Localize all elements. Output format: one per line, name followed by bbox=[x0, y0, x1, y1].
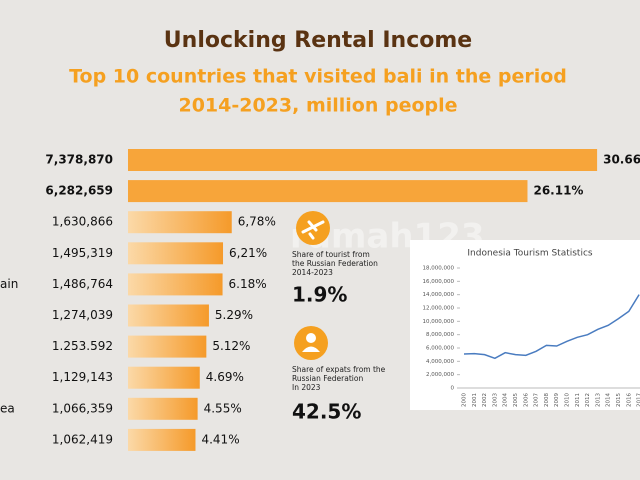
x-tick-label: 2005 bbox=[513, 393, 519, 407]
x-tick-label: 2011 bbox=[575, 393, 581, 407]
value-label: 6,21% bbox=[229, 246, 267, 260]
x-tick-label: 2016 bbox=[626, 393, 632, 407]
category-label: 1,066,359 bbox=[52, 401, 113, 415]
annotation-text: the Russian Federation bbox=[292, 259, 378, 268]
value-label: 4.69% bbox=[206, 370, 244, 384]
x-tick-label: 2001 bbox=[472, 393, 478, 407]
line-chart-panel bbox=[410, 240, 640, 410]
value-label: 5.29% bbox=[215, 308, 253, 322]
bar bbox=[128, 366, 200, 389]
title: Unlocking Rental Income bbox=[164, 28, 472, 53]
category-label: 1,274,039 bbox=[52, 308, 113, 322]
y-tick-label: 4,000,000 bbox=[426, 359, 454, 365]
annotation-value: 1.9% bbox=[292, 283, 347, 307]
bar bbox=[128, 149, 598, 171]
category-label: 7,378,870 bbox=[45, 153, 113, 167]
subtitle: Top 10 countries that visited bali in th… bbox=[69, 66, 567, 88]
y-tick-label: 10,000,000 bbox=[423, 319, 455, 325]
category-label: 1,630,866 bbox=[52, 215, 113, 229]
bar bbox=[128, 428, 196, 451]
category-label: 6,282,659 bbox=[45, 184, 113, 198]
bar bbox=[128, 335, 207, 358]
category-label: 1,129,143 bbox=[52, 370, 113, 384]
country-label: ea bbox=[0, 401, 15, 415]
x-tick-label: 2013 bbox=[595, 393, 601, 407]
category-label: 1,486,764 bbox=[52, 277, 113, 291]
y-tick-label: 8,000,000 bbox=[426, 332, 454, 338]
category-label: 1,495,319 bbox=[52, 246, 113, 260]
x-tick-label: 2006 bbox=[523, 393, 529, 407]
x-tick-label: 2012 bbox=[585, 393, 591, 407]
bar bbox=[128, 211, 232, 234]
line bbox=[463, 294, 640, 360]
x-tick-label: 2002 bbox=[482, 393, 488, 407]
value-label: 30.66 bbox=[603, 153, 640, 167]
annotation-text: Russian Federation bbox=[292, 374, 363, 383]
person-body bbox=[302, 346, 320, 352]
category-label: 1.253.592 bbox=[52, 339, 113, 353]
x-tick-label: 2009 bbox=[554, 393, 560, 407]
x-tick-label: 2000 bbox=[462, 393, 468, 407]
x-tick-label: 2008 bbox=[544, 393, 550, 407]
x-tick-label: 2014 bbox=[606, 393, 612, 407]
value-label: 26.11% bbox=[533, 184, 583, 198]
bar bbox=[128, 242, 224, 265]
y-tick-label: 18,000,000 bbox=[423, 266, 455, 272]
y-tick-label: 12,000,000 bbox=[423, 306, 455, 312]
country-label: ain bbox=[0, 277, 18, 291]
bar bbox=[128, 304, 209, 327]
x-tick-label: 2010 bbox=[565, 393, 571, 407]
y-tick-label: 6,000,000 bbox=[426, 346, 454, 352]
y-tick-label: 14,000,000 bbox=[423, 292, 455, 298]
annotation-text: In 2023 bbox=[292, 383, 321, 392]
bar bbox=[128, 397, 198, 420]
value-label: 4.55% bbox=[204, 401, 242, 415]
x-tick-label: 2015 bbox=[616, 393, 622, 407]
annotation-text: Share of tourist from bbox=[292, 250, 370, 259]
x-tick-label: 2007 bbox=[534, 393, 540, 407]
subtitle: 2014-2023, million people bbox=[178, 95, 457, 117]
x-tick-label: 2004 bbox=[503, 393, 509, 407]
annotation-text: Share of expats from the bbox=[292, 365, 386, 374]
x-tick-label: 2003 bbox=[492, 393, 498, 407]
annotation-value: 42.5% bbox=[292, 400, 361, 424]
y-tick-label: 2,000,000 bbox=[426, 372, 454, 378]
annotation-text: 2014-2023 bbox=[292, 268, 333, 277]
bar bbox=[128, 180, 528, 203]
value-label: 4.41% bbox=[201, 432, 239, 446]
y-tick-label: 0 bbox=[451, 386, 455, 392]
line-chart-title: Indonesia Tourism Statistics bbox=[467, 249, 593, 259]
x-tick-label: 2017 bbox=[637, 393, 640, 407]
y-tick-label: 16,000,000 bbox=[423, 279, 455, 285]
category-label: 1,062,419 bbox=[52, 432, 113, 446]
value-label: 5.12% bbox=[212, 339, 250, 353]
person-head bbox=[306, 333, 316, 343]
value-label: 6,78% bbox=[238, 215, 276, 229]
plane-glyph bbox=[301, 220, 325, 240]
bar bbox=[128, 273, 223, 296]
value-label: 6.18% bbox=[229, 277, 267, 291]
